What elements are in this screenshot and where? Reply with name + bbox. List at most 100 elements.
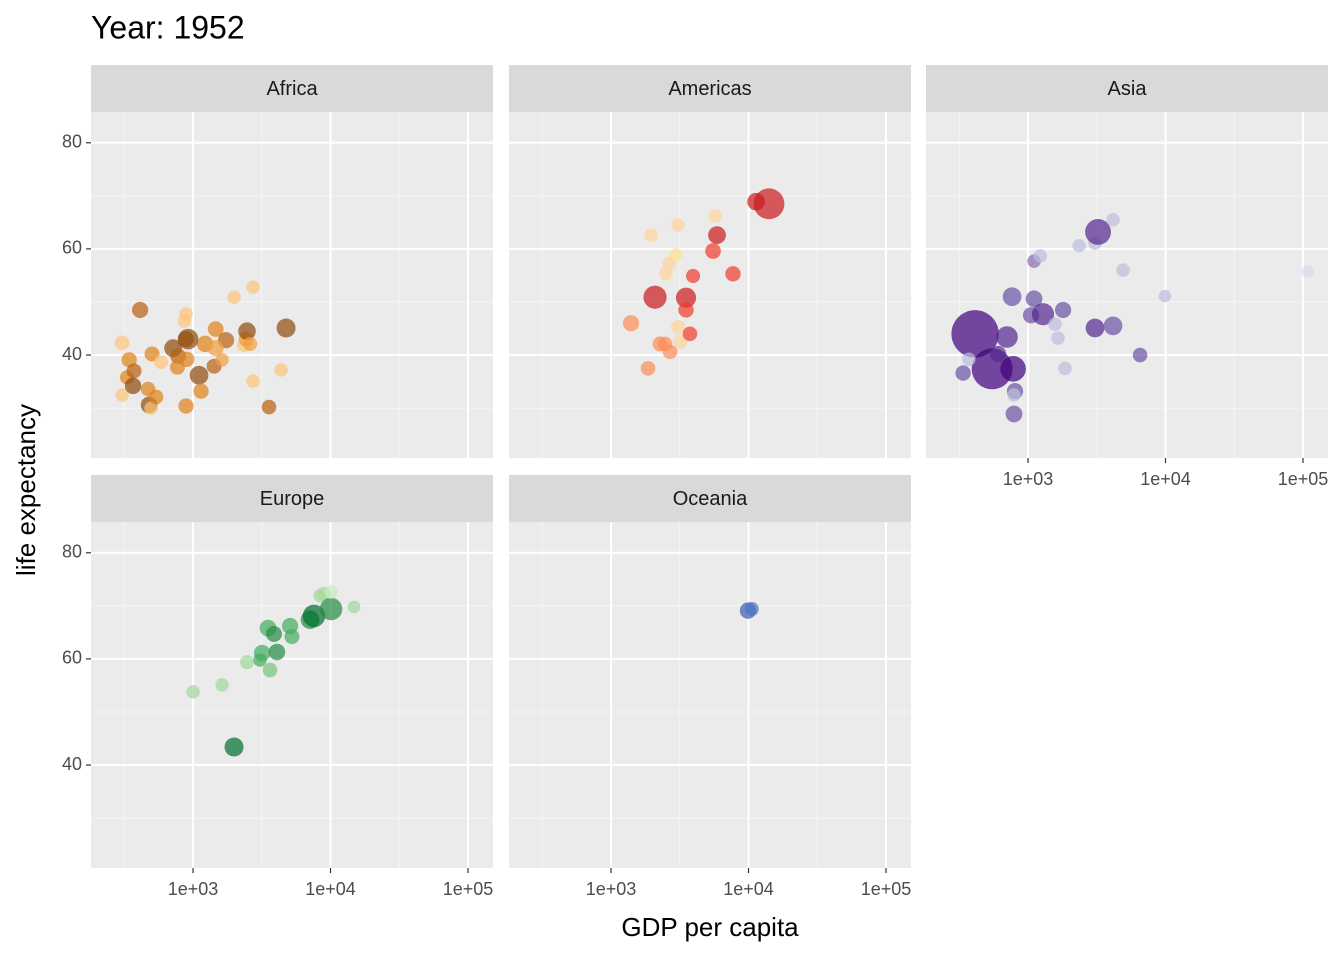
country-point xyxy=(243,336,258,351)
country-point xyxy=(686,268,701,284)
country-point xyxy=(675,287,697,308)
x-tick-label: 1e+03 xyxy=(168,879,219,899)
country-point xyxy=(276,318,296,338)
country-point xyxy=(1025,290,1043,308)
x-axis-label: GDP per capita xyxy=(621,912,799,942)
country-point xyxy=(962,352,976,367)
country-point xyxy=(1158,289,1172,303)
country-point xyxy=(1054,301,1072,319)
country-point xyxy=(1116,263,1130,277)
x-tick-label: 1e+03 xyxy=(1003,469,1054,489)
country-point xyxy=(1000,356,1026,382)
country-point xyxy=(640,361,656,376)
country-point xyxy=(262,662,278,678)
country-point xyxy=(725,266,741,282)
country-point xyxy=(1048,317,1062,332)
country-point xyxy=(1051,331,1065,345)
country-point xyxy=(347,600,361,614)
country-point xyxy=(215,353,229,367)
country-point xyxy=(266,625,282,642)
country-point xyxy=(1033,249,1048,263)
country-point xyxy=(705,243,721,259)
country-point xyxy=(1007,388,1021,402)
country-point xyxy=(1072,238,1086,253)
y-tick-label: 40 xyxy=(62,344,82,364)
panel-background xyxy=(91,522,493,868)
country-point xyxy=(682,326,698,342)
country-point xyxy=(1103,316,1123,336)
country-point xyxy=(238,322,256,340)
country-point xyxy=(124,377,142,395)
country-point xyxy=(996,326,1018,348)
country-point xyxy=(193,383,209,399)
facet-title: Europe xyxy=(260,488,325,510)
country-point xyxy=(261,399,277,415)
panel-background xyxy=(509,112,911,458)
country-point xyxy=(1085,218,1112,245)
country-point xyxy=(644,228,658,242)
x-tick-label: 1e+05 xyxy=(861,879,912,899)
country-point xyxy=(207,321,224,337)
country-point xyxy=(131,301,149,319)
x-tick-label: 1e+05 xyxy=(443,879,494,899)
country-point xyxy=(678,302,694,318)
country-point xyxy=(672,334,688,350)
x-tick-label: 1e+04 xyxy=(1140,469,1191,489)
country-point xyxy=(955,365,971,381)
country-point xyxy=(179,351,195,367)
x-tick-label: 1e+05 xyxy=(1278,469,1329,489)
country-point xyxy=(708,226,726,245)
country-point xyxy=(284,629,300,645)
country-point xyxy=(144,401,158,415)
country-point xyxy=(207,340,224,357)
country-point xyxy=(951,310,999,358)
facet-strip xyxy=(91,65,493,112)
country-point xyxy=(177,328,199,350)
country-point xyxy=(1005,405,1023,423)
y-tick-label: 60 xyxy=(62,648,82,668)
country-point xyxy=(708,209,722,223)
country-point xyxy=(274,363,288,377)
country-point xyxy=(753,188,785,220)
country-point xyxy=(302,604,326,628)
country-point xyxy=(239,655,255,670)
country-point xyxy=(1058,361,1072,376)
panel-background xyxy=(926,112,1328,458)
y-axis-label: life expectancy xyxy=(11,404,41,576)
country-point xyxy=(153,354,169,370)
country-point xyxy=(1085,318,1105,338)
country-point xyxy=(319,597,343,621)
country-point xyxy=(1132,347,1148,363)
country-point xyxy=(189,365,209,385)
facet-strip xyxy=(509,65,911,112)
facet-strip xyxy=(91,475,493,522)
country-point xyxy=(622,315,640,332)
country-point xyxy=(114,335,130,351)
x-tick-label: 1e+03 xyxy=(586,879,637,899)
country-point xyxy=(178,398,194,414)
facet-title: Oceania xyxy=(673,488,748,510)
x-tick-label: 1e+04 xyxy=(305,879,356,899)
facet-strip xyxy=(926,65,1328,112)
country-point xyxy=(669,248,683,262)
y-tick-label: 80 xyxy=(62,132,82,152)
facet-title: Asia xyxy=(1108,78,1148,100)
country-point xyxy=(1002,287,1022,307)
facet-strip xyxy=(509,475,911,522)
facet-title: Americas xyxy=(668,78,751,100)
country-point xyxy=(989,345,1007,363)
panel-background xyxy=(509,522,911,868)
country-point xyxy=(227,290,241,304)
country-point xyxy=(186,685,200,699)
country-point xyxy=(215,678,229,692)
country-point xyxy=(224,737,244,757)
country-point xyxy=(1301,265,1315,279)
x-tick-label: 1e+04 xyxy=(723,879,774,899)
country-point xyxy=(246,280,260,294)
country-point xyxy=(126,363,142,379)
country-point xyxy=(253,644,271,662)
country-point xyxy=(671,218,685,232)
country-point xyxy=(744,601,759,617)
country-point xyxy=(148,389,164,405)
